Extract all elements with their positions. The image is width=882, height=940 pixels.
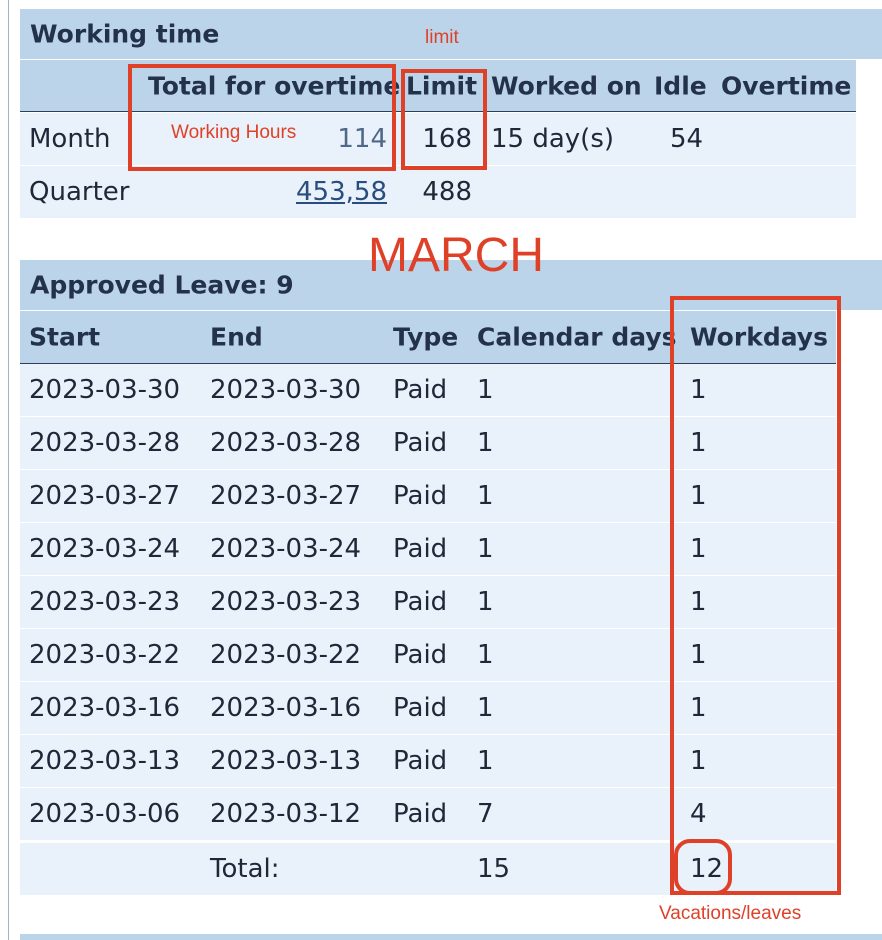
working-hours-annotation: Working Hours — [171, 122, 297, 143]
workdays: 1 — [690, 534, 707, 564]
approved-leave-total-row: Total: 15 12 — [20, 843, 836, 896]
calendar-days: 1 — [477, 640, 494, 670]
end-date: 2023-03-24 — [210, 534, 362, 564]
workdays: 1 — [690, 746, 707, 776]
start-date: 2023-03-27 — [29, 481, 181, 511]
limit-annotation: limit — [425, 27, 459, 48]
leave-type: Paid — [393, 428, 448, 458]
leave-type: Paid — [393, 375, 448, 405]
col-idle: Idle — [654, 71, 707, 100]
working-time-title: Working time — [30, 19, 220, 49]
limit-highlight-box — [401, 69, 487, 170]
calendar-days: 1 — [477, 693, 494, 723]
end-date: 2023-03-28 — [210, 428, 362, 458]
start-date: 2023-03-06 — [29, 799, 181, 829]
page-border — [8, 0, 9, 940]
workdays: 1 — [690, 428, 707, 458]
col-limit: Limit — [406, 71, 478, 100]
end-date: 2023-03-23 — [210, 587, 362, 617]
leave-type: Paid — [393, 799, 448, 829]
end-date: 2023-03-12 — [210, 799, 362, 829]
approved-leave-header-row: Start End Type Calendar days Workdays — [20, 311, 836, 364]
working-time-row-quarter: Quarter 453,58 488 — [20, 166, 856, 219]
leave-table-row: 2023-03-24 2023-03-24 Paid 1 1 — [20, 523, 836, 576]
leave-table-row: 2023-03-30 2023-03-30 Paid 1 1 — [20, 364, 836, 417]
calendar-days: 7 — [477, 799, 494, 829]
end-date: 2023-03-22 — [210, 640, 362, 670]
working-hours-highlight-box — [128, 64, 396, 171]
col-total-for-overtime: Total for overtime — [148, 71, 401, 100]
calendar-days: 1 — [477, 746, 494, 776]
calendar-days: 1 — [477, 481, 494, 511]
start-date: 2023-03-24 — [29, 534, 181, 564]
start-date: 2023-03-22 — [29, 640, 181, 670]
leave-table-row: 2023-03-13 2023-03-13 Paid 1 1 — [20, 735, 836, 788]
leave-type: Paid — [393, 640, 448, 670]
col-end: End — [210, 322, 263, 352]
worked-on-value: 15 day(s) — [491, 124, 615, 154]
leave-type: Paid — [393, 746, 448, 776]
leave-table-row: 2023-03-06 2023-03-12 Paid 7 4 — [20, 788, 836, 841]
start-date: 2023-03-28 — [29, 428, 181, 458]
end-date: 2023-03-27 — [210, 481, 362, 511]
idle-value: 54 — [670, 124, 704, 154]
leave-type: Paid — [393, 693, 448, 723]
start-date: 2023-03-30 — [29, 375, 181, 405]
calendar-days: 1 — [477, 534, 494, 564]
limit-value: 168 — [422, 124, 472, 154]
leave-table-row: 2023-03-27 2023-03-27 Paid 1 1 — [20, 470, 836, 523]
workdays-highlight-box — [670, 296, 841, 895]
total-workdays-circle — [674, 839, 732, 895]
col-start: Start — [29, 322, 101, 352]
working-time-section-header: Working time — [20, 9, 882, 59]
calendar-days: 1 — [477, 587, 494, 617]
working-time-header-row: Total for overtime Limit Worked on Idle … — [20, 60, 856, 112]
start-date: 2023-03-16 — [29, 693, 181, 723]
start-date: 2023-03-23 — [29, 587, 181, 617]
leave-table-row: 2023-03-22 2023-03-22 Paid 1 1 — [20, 629, 836, 682]
working-time-row-month: Month 114 168 15 day(s) 54 — [20, 113, 856, 166]
leave-type: Paid — [393, 534, 448, 564]
total-value: 114 — [337, 124, 387, 154]
end-date: 2023-03-30 — [210, 375, 362, 405]
row-label: Month — [29, 124, 111, 154]
col-worked-on: Worked on — [491, 71, 642, 100]
workdays: 1 — [690, 640, 707, 670]
end-date: 2023-03-16 — [210, 693, 362, 723]
workdays: 4 — [690, 799, 707, 829]
quarter-total-link[interactable]: 453,58 — [296, 177, 387, 207]
next-section-header — [20, 934, 882, 940]
col-workdays: Workdays — [690, 322, 828, 352]
workdays: 1 — [690, 693, 707, 723]
month-annotation: MARCH — [368, 229, 544, 282]
leave-type: Paid — [393, 587, 448, 617]
approved-leave-title: Approved Leave: 9 — [30, 270, 294, 300]
col-overtime: Overtime — [721, 71, 852, 100]
leave-table-row: 2023-03-28 2023-03-28 Paid 1 1 — [20, 417, 836, 470]
vacations-annotation: Vacations/leaves — [659, 903, 802, 924]
leave-type: Paid — [393, 481, 448, 511]
col-type: Type — [393, 322, 459, 352]
leave-table-row: 2023-03-23 2023-03-23 Paid 1 1 — [20, 576, 836, 629]
approved-leave-section-header: Approved Leave: 9 — [20, 260, 882, 310]
calendar-days: 1 — [477, 428, 494, 458]
workdays: 1 — [690, 481, 707, 511]
total-calendar-days: 15 — [477, 854, 511, 884]
workdays: 1 — [690, 375, 707, 405]
leave-table-row: 2023-03-16 2023-03-16 Paid 1 1 — [20, 682, 836, 735]
workdays: 1 — [690, 587, 707, 617]
col-calendar-days: Calendar days — [477, 322, 677, 352]
end-date: 2023-03-13 — [210, 746, 362, 776]
start-date: 2023-03-13 — [29, 746, 181, 776]
total-label: Total: — [210, 854, 280, 884]
limit-value: 488 — [422, 177, 472, 207]
calendar-days: 1 — [477, 375, 494, 405]
row-label: Quarter — [29, 177, 130, 207]
